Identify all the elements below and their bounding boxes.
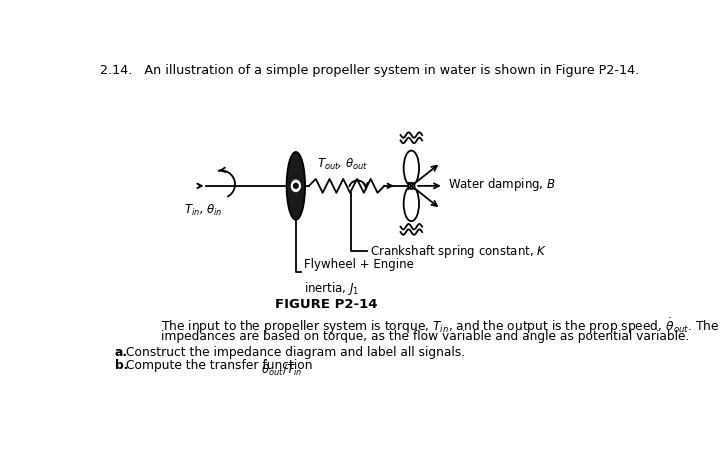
Text: Water damping, $B$: Water damping, $B$ [449, 176, 556, 193]
Ellipse shape [404, 186, 419, 221]
Ellipse shape [291, 180, 301, 192]
Text: $\dot{\theta}_{out}/T_{in}$: $\dot{\theta}_{out}/T_{in}$ [261, 359, 302, 378]
Circle shape [294, 184, 298, 188]
Text: inertia, $J_1$: inertia, $J_1$ [304, 280, 359, 297]
Text: FIGURE P2-14: FIGURE P2-14 [275, 298, 378, 311]
Text: The input to the propeller system is torque, $T_{in}$, and the output is the pro: The input to the propeller system is tor… [130, 317, 720, 336]
Text: a.: a. [115, 346, 128, 359]
Text: impedances are based on torque, as the flow variable and angle as potential vari: impedances are based on torque, as the f… [130, 330, 690, 343]
Text: $T_{in}$, $\theta_{in}$: $T_{in}$, $\theta_{in}$ [184, 203, 223, 218]
Ellipse shape [287, 152, 305, 220]
Text: b.: b. [115, 359, 128, 372]
Text: 2.14.   An illustration of a simple propeller system in water is shown in Figure: 2.14. An illustration of a simple propel… [99, 64, 639, 77]
Text: $T_{out}$, $\theta_{out}$: $T_{out}$, $\theta_{out}$ [317, 157, 369, 172]
Text: Crankshaft spring constant, $K$: Crankshaft spring constant, $K$ [370, 243, 547, 260]
Text: Construct the impedance diagram and label all signals.: Construct the impedance diagram and labe… [127, 346, 466, 359]
Ellipse shape [404, 151, 419, 185]
Text: Compute the transfer function: Compute the transfer function [127, 359, 317, 372]
Circle shape [408, 183, 415, 189]
Text: Flywheel + Engine: Flywheel + Engine [304, 258, 413, 271]
